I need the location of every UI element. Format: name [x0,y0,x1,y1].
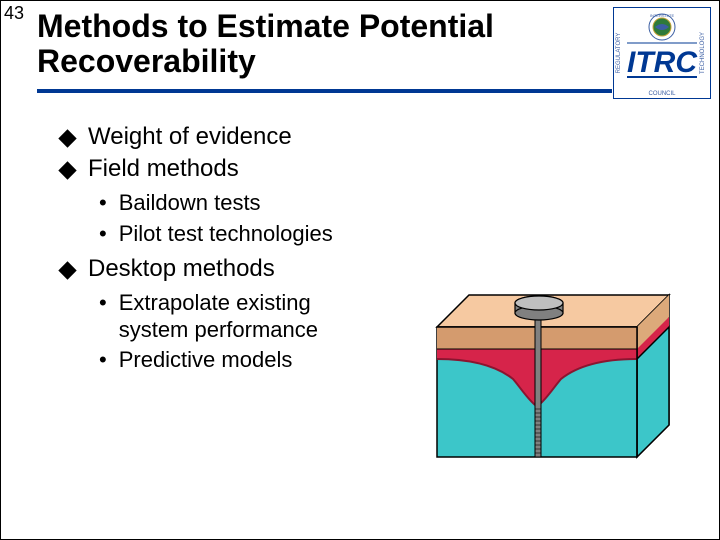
page-title: Methods to Estimate Potential Recoverabi… [37,9,597,79]
bullet-item: Field methods [61,155,709,183]
sub-item: • Pilot test technologies [99,220,709,249]
sub-list: • Baildown tests • Pilot test technologi… [61,189,709,248]
bullet-dot-icon: • [99,289,107,318]
logo-seal-label: INTERSTATE [650,13,675,18]
diamond-icon [58,130,76,148]
title-underline [37,89,612,93]
header: Methods to Estimate Potential Recoverabi… [1,1,719,93]
logo-council: COUNCIL [648,91,676,97]
diamond-icon [58,261,76,279]
bullet-dot-icon: • [99,220,107,249]
bullet-list: Weight of evidence Field methods [61,123,709,183]
diamond-icon [58,162,76,180]
bullet-list: Desktop methods [61,255,709,283]
sub-text: Baildown tests [119,189,261,217]
bullet-text: Field methods [88,155,239,183]
logo-left-label: REGULATORY [616,33,622,74]
sub-text: Pilot test technologies [119,220,333,248]
bullet-dot-icon: • [99,189,107,218]
logo-text: ITRC [627,46,698,79]
well-diagram [411,287,681,477]
bullet-item: Weight of evidence [61,123,709,151]
bullet-dot-icon: • [99,346,107,375]
sub-text: Extrapolate existing system performance [119,289,379,344]
sub-text: Predictive models [119,346,293,374]
bullet-text: Desktop methods [88,255,275,283]
itrc-logo: REGULATORY TECHNOLOGY COUNCIL INTERSTATE… [613,7,711,99]
bullet-text: Weight of evidence [88,123,292,151]
bullet-item: Desktop methods [61,255,709,283]
logo-right-label: TECHNOLOGY [700,32,706,74]
sub-item: • Baildown tests [99,189,709,218]
